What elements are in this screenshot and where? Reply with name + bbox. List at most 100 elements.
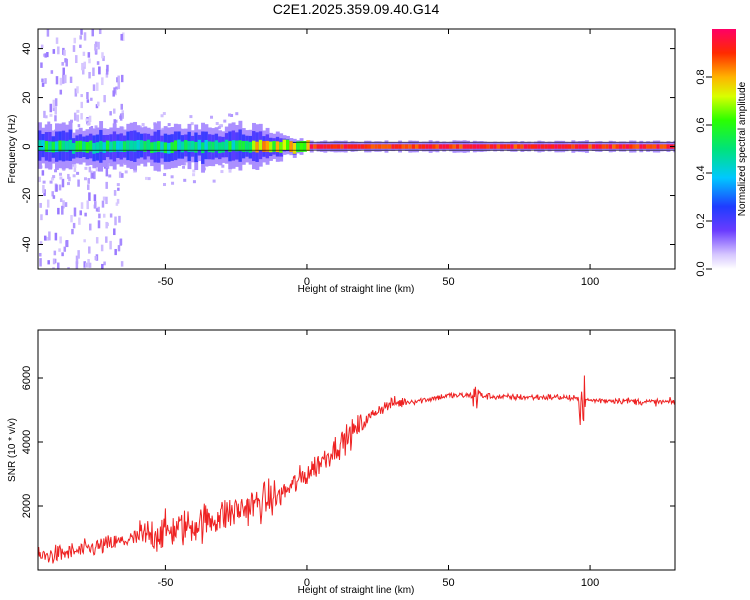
spectrogram-cell (398, 144, 403, 149)
spectrogram-cell (625, 144, 630, 149)
spectrogram-cell (241, 141, 246, 152)
spectrogram-cell (588, 144, 593, 149)
spectrogram-cell (605, 144, 610, 149)
spectrogram-cell (595, 144, 600, 149)
spectrogram-cell (54, 141, 59, 153)
snr-series-line (38, 375, 675, 564)
spectrogram-noise-cell (85, 262, 88, 268)
spectrogram-noise-cell (117, 81, 121, 90)
spectrogram-noise-cell (94, 125, 98, 129)
spectrogram-cell (445, 144, 450, 149)
spectrogram-noise-cell (80, 94, 83, 98)
spectrogram-noise-cell (117, 75, 120, 85)
spectrogram-cell (58, 140, 63, 152)
spectrogram-noise-cell (92, 67, 95, 77)
spectrogram-noise-cell (62, 74, 65, 84)
spectrogram-noise-cell (57, 207, 60, 215)
spectrogram-cell (496, 144, 501, 149)
spectrogram-noise-cell (52, 195, 56, 199)
spectrogram-noise-cell (98, 29, 102, 35)
spectrogram-noise-cell (86, 99, 90, 103)
spectrogram-cell (347, 144, 352, 149)
spectrogram-cell (207, 141, 212, 153)
spectrogram-cell (48, 141, 53, 153)
spectrogram-cell (99, 140, 104, 152)
spectrogram-noise-cell (91, 172, 94, 179)
spectrogram-cell (218, 142, 222, 154)
spectrogram-cell (167, 142, 171, 154)
spectrogram-noise-cell (230, 113, 234, 117)
snr-xtick-label: 100 (581, 577, 599, 589)
spectrogram-cell (442, 144, 447, 149)
spectrogram-noise-cell (121, 173, 124, 178)
spectrogram-cell (540, 144, 545, 149)
spectrogram-cell (38, 140, 42, 151)
spectrogram-cell (425, 144, 430, 149)
spectrogram-cell (180, 141, 185, 153)
spectrogram-cell (302, 141, 307, 152)
spectrogram-noise-cell (170, 175, 174, 179)
spectrogram-noise-cell (46, 199, 50, 208)
spectrogram-cell (133, 140, 138, 152)
spectrogram-noise-cell (74, 88, 78, 97)
spectrogram-noise-cell (58, 184, 62, 191)
spectrogram-noise-cell (52, 99, 56, 109)
spectrogram-cell (527, 144, 532, 149)
spectrogram-noise-cell (160, 114, 164, 118)
snr-content (38, 375, 675, 564)
spectrogram-noise-cell (218, 124, 222, 128)
spectrogram-cell (571, 144, 576, 149)
spectrogram-cell (44, 140, 49, 152)
spectrogram-noise-cell (58, 172, 62, 176)
spectrogram-noise-cell (52, 49, 56, 54)
spectrogram-cell (418, 144, 423, 149)
spectrogram-cell (523, 144, 528, 149)
spectrogram-noise-cell (88, 192, 91, 201)
spectrogram-cell (503, 144, 508, 149)
spectrogram-cell (163, 142, 168, 154)
spectrogram-cell (88, 140, 93, 152)
spectrogram-noise-cell (96, 61, 100, 65)
spectrogram-noise-cell (53, 250, 57, 256)
spectrogram-noise-cell (109, 213, 113, 218)
spectrogram-noise-cell (223, 119, 227, 123)
spectrogram-ytick-label: 0 (21, 143, 33, 149)
spectrogram-cell (622, 144, 627, 149)
spectrogram-noise-cell (101, 200, 105, 208)
spectrogram-noise-cell (133, 169, 137, 173)
spectrogram-cell (401, 144, 406, 149)
spectrogram-cell (51, 141, 56, 153)
spectrogram-cell (506, 144, 511, 149)
spectrogram-noise-cell (117, 187, 120, 191)
spectrogram-noise-cell (77, 124, 81, 128)
spectrogram-noise-cell (79, 44, 82, 48)
spectrogram-noise-cell (73, 164, 77, 172)
spectrogram-cell (221, 141, 226, 153)
spectrogram-ylabel: Frequency (Hz) (7, 115, 18, 184)
spectrogram-noise-cell (88, 262, 92, 268)
spectrogram-cell (275, 141, 280, 153)
spectrogram-cell (258, 139, 263, 151)
spectrogram-noise-cell (95, 168, 99, 172)
spectrogram-cell (357, 144, 362, 149)
spectrogram-cell (333, 144, 338, 149)
spectrogram-cell (235, 140, 239, 152)
spectrogram-cell (466, 144, 470, 149)
spectrogram-cell (452, 144, 457, 149)
spectrogram-noise-cell (69, 76, 73, 83)
spectrogram-ytick-label: 20 (21, 91, 33, 103)
spectrogram-noise-cell (92, 84, 96, 91)
spectrogram-noise-cell (118, 215, 121, 223)
spectrogram-noise-cell (98, 66, 101, 75)
spectrogram-noise-cell (235, 112, 239, 116)
spectrogram-noise-cell (43, 110, 46, 118)
spectrogram-noise-cell (44, 115, 48, 119)
spectrogram-cell (126, 140, 131, 152)
spectrogram-noise-cell (115, 86, 118, 90)
spectrogram-noise-cell (102, 55, 105, 62)
spectrogram-noise-cell (114, 216, 117, 226)
spectrogram-noise-cell (49, 103, 53, 113)
spectrogram-cell (517, 144, 521, 149)
spectrogram-cell (394, 144, 399, 149)
spectrogram-noise-cell (59, 89, 63, 95)
